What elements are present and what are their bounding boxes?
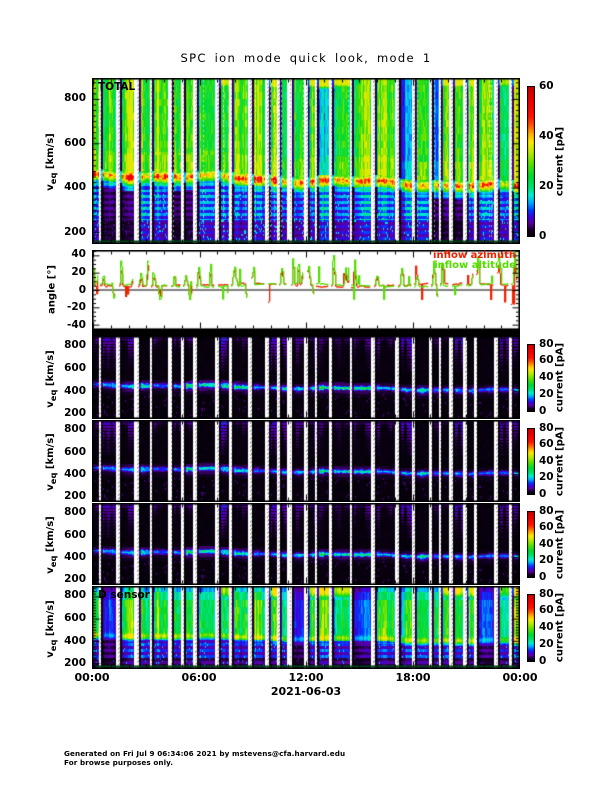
ytick-sensor-d-800: 800 xyxy=(64,589,86,602)
ytick-total-800: 800 xyxy=(64,91,86,104)
colorbar-tick-20: 20 xyxy=(539,554,554,566)
colorbar-title: current [pA] xyxy=(554,126,566,196)
x-axis-date-label: 2021-06-03 xyxy=(270,685,342,698)
colorbar-tick-60: 60 xyxy=(539,604,554,617)
colorbar-tick-60: 60 xyxy=(539,438,554,450)
colorbar-tick-0: 0 xyxy=(539,229,547,242)
colorbar-tick-80: 80 xyxy=(539,421,554,434)
colorbar-tick-40: 40 xyxy=(539,621,554,633)
legend-inflow-altitude: inflow altitude xyxy=(434,260,516,271)
colorbar-sensor-c xyxy=(527,511,535,578)
colorbar-tick-20: 20 xyxy=(539,179,554,192)
colorbar-tick-0: 0 xyxy=(539,487,547,500)
colorbar-tick-80: 80 xyxy=(539,587,554,600)
ytick-sensor-b-800: 800 xyxy=(64,423,86,436)
panel-label-total: TOTAL xyxy=(98,81,136,93)
xtick-2: 12:00 xyxy=(288,671,324,684)
colorbar-tick-0: 0 xyxy=(539,570,547,583)
colorbar-tick-80: 80 xyxy=(539,337,554,350)
ytick-total-400: 400 xyxy=(64,181,86,194)
panel-sensor-d-heatmap xyxy=(92,586,520,669)
ytick-sensor-c-600: 600 xyxy=(64,528,86,541)
panel-inflow-angle xyxy=(92,250,520,330)
ytick-total-200: 200 xyxy=(64,226,86,239)
ytick-sensor-b-200: 200 xyxy=(64,490,86,503)
colorbar-title: current [pA] xyxy=(554,426,566,496)
colorbar-tick-60: 60 xyxy=(539,521,554,533)
ytick-sensor-c-200: 200 xyxy=(64,573,86,586)
footer-line1: Generated on Fri Jul 9 06:34:06 2021 by … xyxy=(64,749,346,758)
plot-title: SPC ion mode quick look, mode 1 xyxy=(180,51,432,65)
ylabel-total: veq [km/s] xyxy=(45,133,58,191)
panel-sensor-b-heatmap xyxy=(92,420,520,502)
ytick-sensor-d-600: 600 xyxy=(64,611,86,624)
ytick-sensor-d-200: 200 xyxy=(64,657,86,670)
colorbar-title: current [pA] xyxy=(554,342,566,413)
ytick-inflow-angle--40: -40 xyxy=(67,319,86,332)
colorbar-tick-20: 20 xyxy=(539,387,554,400)
colorbar-tick-40: 40 xyxy=(539,454,554,467)
colorbar-tick-40: 40 xyxy=(539,537,554,550)
ytick-sensor-a-600: 600 xyxy=(64,361,86,374)
xtick-0: 00:00 xyxy=(74,671,110,684)
colorbar-tick-40: 40 xyxy=(539,371,554,383)
ytick-sensor-b-400: 400 xyxy=(64,467,86,480)
ytick-sensor-a-400: 400 xyxy=(64,384,86,397)
colorbar-tick-0: 0 xyxy=(539,404,547,417)
colorbar-tick-60: 60 xyxy=(539,354,554,367)
legend-inflow-azimuth: inflow azimuth xyxy=(433,250,516,261)
colorbar-tick-60: 60 xyxy=(539,79,554,92)
footer-line2: For browse purposes only. xyxy=(64,757,174,767)
colorbar-sensor-a xyxy=(527,344,535,412)
ytick-inflow-angle--20: -20 xyxy=(67,301,86,314)
colorbar-sensor-b xyxy=(527,428,535,495)
ytick-inflow-angle-40: 40 xyxy=(71,247,86,260)
colorbar-tick-0: 0 xyxy=(539,654,547,667)
ytick-total-600: 600 xyxy=(64,136,86,149)
ytick-sensor-d-400: 400 xyxy=(64,634,86,647)
xtick-4: 00:00 xyxy=(502,671,538,684)
ylabel-sensor-d: veq [km/s] xyxy=(45,599,58,658)
panel-sensor-a-heatmap xyxy=(92,336,520,419)
ylabel-inflow-angle: angle [°] xyxy=(46,265,58,314)
colorbar-tick-20: 20 xyxy=(539,637,554,650)
colorbar-total xyxy=(527,86,535,237)
ytick-inflow-angle-20: 20 xyxy=(71,265,86,278)
colorbar-title: current [pA] xyxy=(554,592,566,663)
colorbar-sensor-d xyxy=(527,594,535,662)
ytick-sensor-c-800: 800 xyxy=(64,506,86,519)
xtick-1: 06:00 xyxy=(181,671,217,684)
ytick-sensor-a-800: 800 xyxy=(64,339,86,352)
colorbar-title: current [pA] xyxy=(554,509,566,579)
panel-sensor-c-heatmap xyxy=(92,503,520,585)
colorbar-tick-80: 80 xyxy=(539,504,554,517)
panel-total-heatmap xyxy=(92,78,520,244)
colorbar-tick-20: 20 xyxy=(539,471,554,483)
panel-separator xyxy=(92,329,520,336)
colorbar-tick-40: 40 xyxy=(539,129,554,142)
ytick-sensor-b-600: 600 xyxy=(64,445,86,458)
ytick-inflow-angle-0: 0 xyxy=(78,283,86,296)
panel-label-d-sensor: D sensor xyxy=(98,589,150,601)
xtick-3: 18:00 xyxy=(395,671,431,684)
ytick-sensor-a-200: 200 xyxy=(64,407,86,420)
footer: Generated on Fri Jul 9 06:34:06 2021 by … xyxy=(64,749,346,767)
ytick-sensor-c-400: 400 xyxy=(64,550,86,563)
